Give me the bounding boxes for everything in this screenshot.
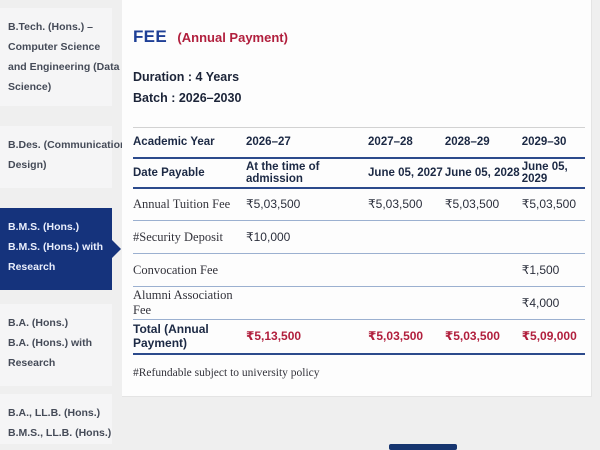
table-cell: [368, 287, 445, 320]
horizontal-scrollbar-thumb[interactable]: [389, 444, 457, 450]
column-header: 2029–30: [521, 136, 567, 149]
table-cell: [445, 221, 522, 254]
duration-text: Duration : 4 Years: [133, 70, 240, 84]
table-cell: [522, 221, 585, 254]
table-cell: ₹5,13,500: [246, 329, 302, 344]
fee-table: Academic Year 2026–27 2027–28 2028–29 20…: [133, 127, 585, 355]
table-cell: [445, 254, 522, 287]
table-cell: June 05, 2028: [444, 166, 520, 179]
sidebar-item-label: Research: [8, 357, 56, 369]
fee-content-panel: FEE (Annual Payment) Duration : 4 Years …: [122, 0, 592, 397]
sidebar-item-label: B.M.S. (Hons.): [8, 221, 80, 233]
sidebar-item-label: Research: [8, 261, 56, 273]
table-cell: June 05, 2027: [368, 166, 443, 179]
batch-text: Batch : 2026–2030: [133, 91, 242, 105]
sidebar-item-label: B.M.S. (Hons.) with: [8, 241, 104, 253]
sidebar-item-label: B.A., LL.B. (Hons.): [8, 407, 101, 419]
table-cell: [246, 254, 368, 287]
table-row-security-deposit: #Security Deposit ₹10,000: [133, 221, 585, 254]
sidebar-item-btech-cse-data-science[interactable]: B.Tech. (Hons.) – Computer Science and E…: [0, 8, 120, 106]
date-payable-row: Date Payable At the time of admission Ju…: [133, 158, 585, 188]
sidebar-item-label: and Engineering (Data: [8, 61, 120, 73]
table-cell: ₹10,000: [246, 230, 291, 244]
sidebar-item-label: Science): [8, 81, 52, 93]
page-title: FEE: [133, 27, 167, 46]
row-label: Convocation Fee: [133, 262, 219, 277]
table-cell: ₹5,03,500: [246, 197, 301, 212]
table-row-total-annual-payment: Total (Annual Payment) ₹5,13,500 ₹5,03,5…: [133, 320, 585, 354]
sidebar-item-label: Computer Science: [8, 41, 101, 53]
table-cell: ₹5,03,500: [444, 329, 500, 344]
sidebar-item-label: B.A. (Hons.): [8, 317, 69, 329]
row-label: Alumni Association Fee: [133, 288, 233, 317]
table-row-convocation-fee: Convocation Fee ₹1,500: [133, 254, 585, 287]
table-cell: [445, 287, 522, 320]
sidebar-item-label: B.M.S., LL.B. (Hons.): [8, 427, 112, 439]
selected-item-arrow-icon: [112, 240, 121, 258]
sidebar-item-label: B.Tech. (Hons.) –: [8, 21, 93, 33]
column-header: 2027–28: [368, 136, 413, 149]
table-cell: ₹1,500: [521, 263, 560, 277]
table-cell: [368, 254, 445, 287]
program-meta: Duration : 4 Years Batch : 2026–2030: [133, 67, 241, 109]
sidebar-item-bdes-communication-design[interactable]: B.Des. (Communication Design): [0, 126, 127, 188]
column-header: 2026–27: [246, 136, 291, 149]
table-row-annual-tuition-fee: Annual Tuition Fee ₹5,03,500 ₹5,03,500 ₹…: [133, 188, 585, 221]
table-cell: ₹4,000: [521, 296, 560, 310]
sidebar-item-label: B.Des. (Communication: [8, 139, 127, 151]
column-header: 2028–29: [444, 136, 490, 149]
row-label: Total (Annual Payment): [133, 322, 209, 351]
table-cell: ₹5,03,500: [368, 329, 424, 344]
fee-header: FEE (Annual Payment): [133, 27, 288, 47]
sidebar-item-label: Design): [8, 159, 47, 171]
table-cell: ₹5,03,500: [521, 197, 577, 212]
table-cell: ₹5,09,000: [521, 329, 577, 344]
row-label: #Security Deposit: [133, 229, 223, 244]
table-cell: ₹5,03,500: [368, 197, 423, 212]
column-header: Academic Year: [133, 136, 215, 149]
sidebar-item-ba-hons[interactable]: B.A. (Hons.) B.A. (Hons.) with Research: [0, 304, 112, 386]
table-row-alumni-association-fee: Alumni Association Fee ₹4,000: [133, 287, 585, 320]
sidebar-item-ba-llb-bms-llb[interactable]: B.A., LL.B. (Hons.) B.M.S., LL.B. (Hons.…: [0, 394, 112, 444]
table-cell: ₹5,03,500: [444, 197, 500, 212]
row-label: Date Payable: [133, 166, 205, 179]
refundable-footnote: #Refundable subject to university policy: [133, 367, 320, 379]
table-cell: [246, 287, 368, 320]
sidebar-item-bms-hons-selected[interactable]: B.M.S. (Hons.) B.M.S. (Hons.) with Resea…: [0, 208, 121, 290]
page-subtitle: (Annual Payment): [177, 30, 288, 45]
academic-year-header-row: Academic Year 2026–27 2027–28 2028–29 20…: [133, 127, 585, 158]
table-cell: At the time of admission: [246, 160, 320, 185]
table-cell: [368, 221, 445, 254]
row-label: Annual Tuition Fee: [133, 196, 231, 211]
sidebar-item-label: B.A. (Hons.) with: [8, 337, 92, 349]
table-cell: June 05, 2029: [521, 160, 568, 185]
